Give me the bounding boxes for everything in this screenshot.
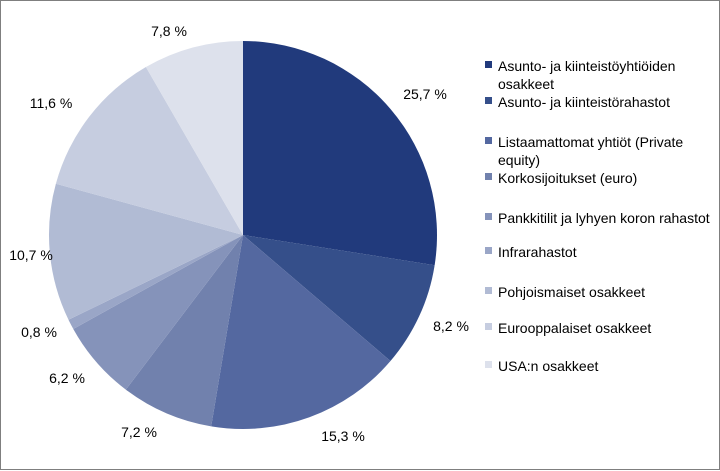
pie-slice-9 xyxy=(145,41,243,235)
legend-item-5: Pankkitilit ja lyhyen koron rahastot xyxy=(485,209,715,227)
legend-item-7: Pohjoismaiset osakkeet xyxy=(485,283,715,301)
legend-label: Asunto- ja kiinteistörahastot xyxy=(498,94,670,110)
pie-slice-3 xyxy=(211,235,391,430)
legend-item-2: Asunto- ja kiinteistörahastot xyxy=(485,93,715,111)
slice-value-label-7: 10,7 % xyxy=(9,247,53,263)
slice-value-label-6: 0,8 % xyxy=(21,324,57,340)
legend-label: Eurooppalaiset osakkeet xyxy=(498,320,652,336)
legend-swatch xyxy=(485,173,492,180)
legend-item-8: Eurooppalaiset osakkeet xyxy=(485,319,715,337)
slice-value-label-2: 8,2 % xyxy=(433,318,469,334)
legend-item-4: Korkosijoitukset (euro) xyxy=(485,169,715,187)
pie-slice-5 xyxy=(73,235,243,390)
slice-value-label-4: 7,2 % xyxy=(121,424,157,440)
legend-label: Listaamattomat yhtiöt (Private equity) xyxy=(498,134,684,168)
pie-slice-6 xyxy=(68,235,243,329)
legend-label: Pankkitilit ja lyhyen koron rahastot xyxy=(498,210,710,226)
legend-swatch xyxy=(485,287,492,294)
pie-slice-1 xyxy=(243,40,438,266)
pie-slice-7 xyxy=(49,183,243,320)
slice-value-label-9: 7,8 % xyxy=(151,23,187,39)
legend-label: Pohjoismaiset osakkeet xyxy=(498,284,646,300)
slice-value-label-3: 15,3 % xyxy=(321,428,365,444)
slice-value-label-5: 6,2 % xyxy=(49,370,85,386)
legend-item-6: Infrarahastot xyxy=(485,243,715,261)
slice-value-label-1: 25,7 % xyxy=(403,86,447,102)
legend-item-9: USA:n osakkeet xyxy=(485,357,715,375)
pie-slice-4 xyxy=(125,235,243,427)
legend-label: Infrarahastot xyxy=(498,244,577,260)
pie-slice-8 xyxy=(55,67,243,235)
legend-label: Asunto- ja kiinteistöyhtiöiden osakkeet xyxy=(498,58,676,92)
legend-label: USA:n osakkeet xyxy=(498,358,599,374)
legend-swatch xyxy=(485,61,492,68)
legend-swatch xyxy=(485,213,492,220)
pie-slice-2 xyxy=(243,235,435,362)
legend-label: Korkosijoitukset (euro) xyxy=(498,170,638,186)
slice-value-label-8: 11,6 % xyxy=(30,95,73,111)
legend-swatch xyxy=(485,323,492,330)
legend-item-3: Listaamattomat yhtiöt (Private equity) xyxy=(485,133,715,169)
legend-swatch xyxy=(485,247,492,254)
legend-swatch xyxy=(485,137,492,144)
legend-item-1: Asunto- ja kiinteistöyhtiöiden osakkeet xyxy=(485,57,715,93)
pie-value-labels: 25,7 % 8,2 % 15,3 % 7,2 % 6,2 % 0,8 % 10,7 % 11… xyxy=(9,23,469,444)
legend-swatch xyxy=(485,361,492,368)
pie-slices xyxy=(49,40,438,430)
legend-swatch xyxy=(485,97,492,104)
